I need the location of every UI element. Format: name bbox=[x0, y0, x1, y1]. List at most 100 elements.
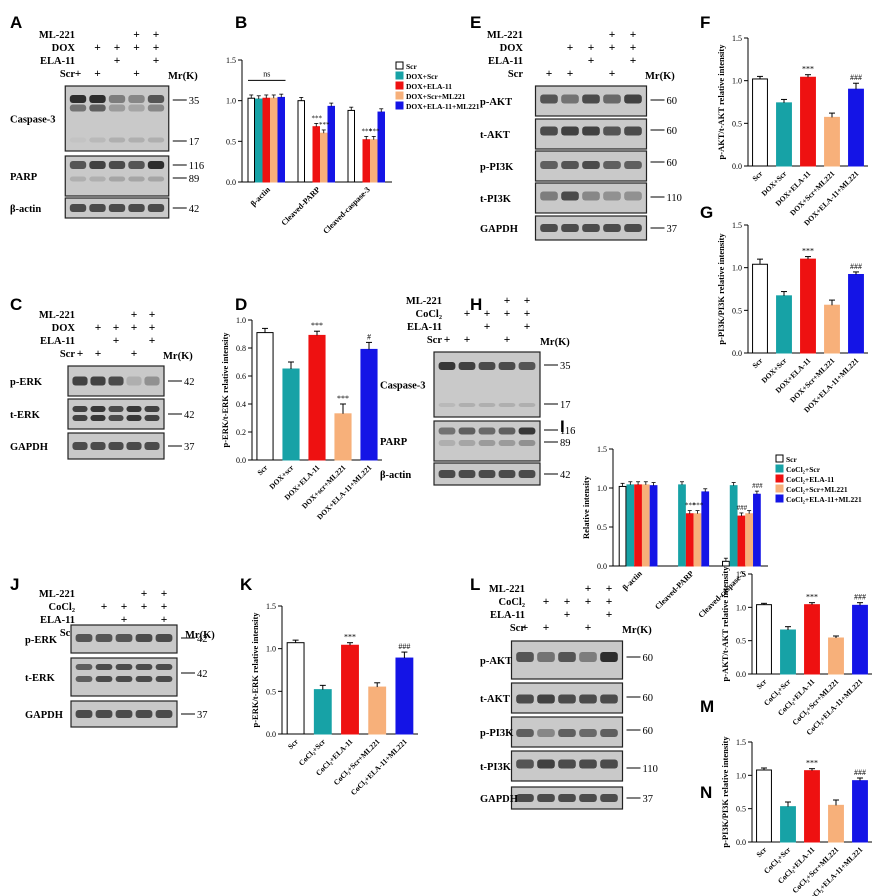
y-tick-label: 0.0 bbox=[732, 349, 742, 358]
treatment-label: ML-221 bbox=[489, 584, 525, 595]
significance-label: *** bbox=[806, 593, 818, 602]
protein-band bbox=[498, 403, 516, 407]
bar bbox=[800, 76, 816, 167]
bar bbox=[678, 484, 686, 567]
significance-label: *** bbox=[311, 321, 323, 330]
y-axis-label: p-PI3K/PI3K relative intensity bbox=[720, 736, 730, 848]
marker-value: 42 bbox=[184, 410, 195, 421]
bar bbox=[282, 368, 300, 461]
treatment-label: DOX bbox=[52, 323, 76, 334]
bar bbox=[395, 657, 414, 735]
plus-sign: + bbox=[543, 622, 550, 634]
plus-sign: + bbox=[630, 42, 637, 54]
protein-band bbox=[561, 161, 579, 169]
protein-band bbox=[126, 442, 142, 450]
bar bbox=[752, 78, 768, 167]
bar bbox=[729, 485, 738, 567]
bar bbox=[848, 273, 864, 354]
legend-entry: CoCl₂+ELA-11+ML221 bbox=[786, 495, 862, 504]
blot-panel-H: ML-221 + +CoCl₂ + + + +ELA-11 + +Scr + + + Mr(K)Casp… bbox=[380, 295, 575, 486]
bar bbox=[341, 644, 359, 735]
plus-sign: + bbox=[606, 583, 613, 595]
marker-value: 35 bbox=[189, 96, 200, 107]
bar bbox=[737, 515, 746, 567]
protein-band bbox=[516, 652, 534, 662]
protein-band bbox=[561, 126, 579, 136]
plus-sign: + bbox=[464, 308, 471, 320]
protein-band bbox=[600, 759, 618, 769]
protein-band bbox=[69, 137, 87, 143]
protein-band bbox=[537, 794, 555, 802]
protein-name: GAPDH bbox=[480, 224, 518, 235]
significance-label: *** bbox=[344, 633, 356, 642]
protein-band bbox=[537, 729, 555, 737]
panel-letter-G: G bbox=[700, 203, 713, 222]
y-axis-label: p-ERK/t-ERK relative intensity bbox=[250, 612, 260, 728]
plus-sign: + bbox=[149, 335, 156, 347]
plus-sign: + bbox=[524, 308, 531, 320]
legend-entry: DOX+ELA-11+ML221 bbox=[406, 102, 480, 111]
y-tick-label: 1.0 bbox=[732, 77, 742, 86]
panel-letter-D: D bbox=[235, 295, 247, 314]
bar bbox=[649, 485, 658, 567]
molecular-weight-label: Mr(K) bbox=[645, 71, 675, 82]
plus-sign: + bbox=[153, 42, 160, 54]
protein-band bbox=[558, 652, 576, 662]
marker-value: 110 bbox=[667, 193, 682, 204]
y-tick-label: 0.2 bbox=[236, 428, 246, 437]
treatment-label: Scr bbox=[60, 349, 76, 360]
protein-band bbox=[108, 95, 126, 103]
protein-band bbox=[558, 794, 576, 802]
protein-band bbox=[624, 161, 642, 169]
protein-band bbox=[518, 427, 536, 435]
y-tick-label: 0.5 bbox=[597, 523, 607, 532]
molecular-weight-label: Mr(K) bbox=[185, 630, 215, 641]
marker-value: 60 bbox=[643, 653, 654, 664]
protein-name: t-ERK bbox=[25, 673, 56, 684]
protein-band bbox=[600, 729, 618, 737]
x-tick-label: Scr bbox=[754, 677, 768, 691]
plus-sign: + bbox=[133, 68, 140, 80]
x-tick-label: Scr bbox=[750, 169, 764, 183]
legend-entry: DOX+Scr+ML221 bbox=[406, 92, 466, 101]
bar bbox=[334, 413, 352, 461]
protein-band bbox=[582, 191, 600, 201]
plus-sign: + bbox=[101, 601, 108, 613]
legend-swatch bbox=[775, 474, 784, 483]
plus-sign: + bbox=[141, 601, 148, 613]
bar bbox=[286, 642, 305, 735]
protein-band bbox=[115, 676, 133, 682]
treatment-label: CoCl₂ bbox=[49, 602, 75, 613]
bar bbox=[255, 98, 263, 183]
y-tick-label: 1.5 bbox=[226, 56, 236, 65]
marker-value: 42 bbox=[184, 377, 195, 388]
y-tick-label: 0.0 bbox=[732, 162, 742, 171]
protein-band bbox=[90, 376, 106, 386]
plus-sign: + bbox=[585, 596, 592, 608]
y-tick-label: 1.0 bbox=[597, 484, 607, 493]
legend-swatch bbox=[395, 91, 404, 100]
y-tick-label: 1.5 bbox=[732, 221, 742, 230]
marker-value: 60 bbox=[667, 158, 678, 169]
bar bbox=[828, 804, 844, 843]
protein-band bbox=[579, 759, 597, 769]
treatment-label: ELA-11 bbox=[40, 336, 75, 347]
protein-band bbox=[155, 676, 173, 682]
protein-name: Caspase-3 bbox=[10, 115, 56, 126]
plus-sign: + bbox=[114, 42, 121, 54]
marker-value: 17 bbox=[560, 400, 571, 411]
bar bbox=[753, 493, 761, 567]
legend-swatch bbox=[775, 494, 784, 503]
bar bbox=[852, 604, 868, 675]
plus-sign: + bbox=[153, 29, 160, 41]
plus-sign: + bbox=[464, 334, 471, 346]
protein-band bbox=[72, 442, 88, 450]
marker-value: 60 bbox=[667, 96, 678, 107]
blot-membrane bbox=[433, 351, 541, 418]
protein-band bbox=[478, 427, 496, 435]
protein-band bbox=[128, 95, 145, 103]
protein-band bbox=[579, 694, 597, 704]
protein-band bbox=[108, 176, 126, 182]
plus-sign: + bbox=[77, 348, 84, 360]
protein-name: p-AKT bbox=[480, 656, 512, 667]
